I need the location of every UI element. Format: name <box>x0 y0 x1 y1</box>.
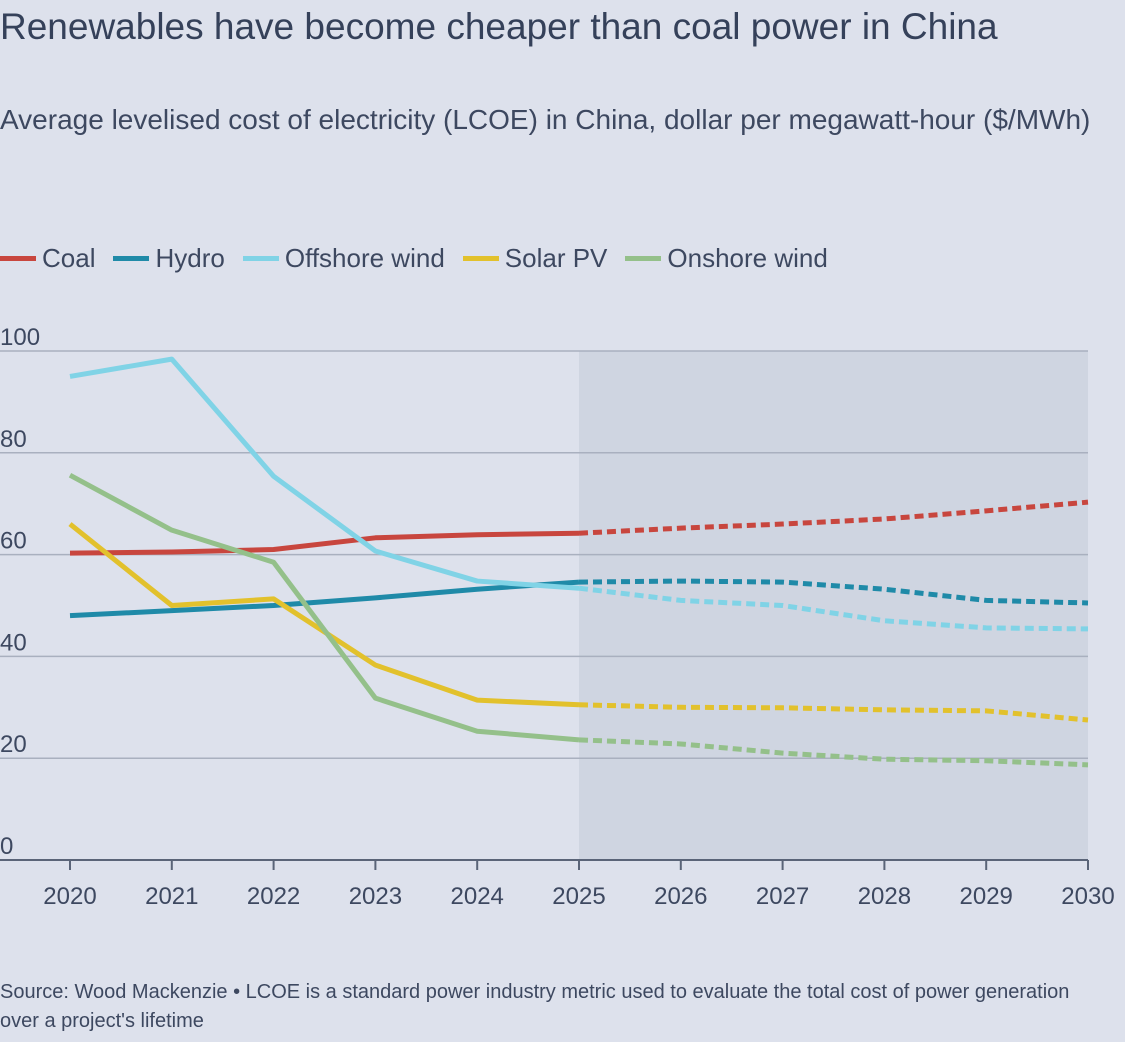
source-note: Source: Wood Mackenzie • LCOE is a stand… <box>0 981 1070 1032</box>
series-forecast-line-coal <box>578 499 1089 536</box>
series-forecast-line-hydro <box>578 578 1089 606</box>
x-tick-label: 2021 <box>145 883 198 910</box>
chart-plot: 0 20 40 60 80 100 2020 2021 2022 2023 2024 2025 2026… <box>0 324 1115 910</box>
forecast-shading <box>579 351 1088 860</box>
x-tick-label: 2029 <box>960 883 1013 910</box>
legend-item: Solar PV <box>462 243 608 274</box>
y-tick-label: 80 <box>0 426 27 453</box>
legend-label: Onshore wind <box>667 243 828 273</box>
series-forecast-line-onshore-wind <box>578 737 1089 768</box>
legend-swatch <box>0 256 36 261</box>
series-line-hydro <box>69 579 580 619</box>
series-forecast-line-offshore-wind <box>578 585 1089 632</box>
legend-swatch <box>113 256 150 261</box>
x-tick-label: 2028 <box>858 883 911 910</box>
x-tick-label: 2026 <box>654 883 707 910</box>
legend: Coal Hydro Offshore wind Solar PV Onshore wi… <box>0 243 828 274</box>
legend-label: Offshore wind <box>284 243 445 273</box>
x-tick-label: 2020 <box>43 883 96 910</box>
chart-title: Renewables have become cheaper than coal… <box>0 6 998 47</box>
legend-swatch <box>462 256 499 261</box>
legend-item: Offshore wind <box>242 243 445 274</box>
y-tick-label: 60 <box>0 528 27 555</box>
chart-subtitle: Average levelised cost of electricity (L… <box>0 104 1091 135</box>
legend-item: Coal <box>0 243 95 274</box>
x-tick-label: 2024 <box>451 883 504 910</box>
x-tick-label: 2025 <box>552 883 605 910</box>
legend-swatch <box>242 256 279 261</box>
x-tick-label: 2023 <box>349 883 402 910</box>
series-line-offshore-wind <box>69 356 580 591</box>
x-tick-label: 2030 <box>1061 883 1114 910</box>
y-tick-label: 0 <box>0 833 13 860</box>
legend-label: Solar PV <box>504 243 608 273</box>
y-tick-label: 40 <box>0 629 27 656</box>
legend-item: Hydro <box>113 243 225 274</box>
x-tick-label: 2027 <box>756 883 809 910</box>
legend-item: Onshore wind <box>625 243 828 274</box>
series-forecast-line-solar-pv <box>578 702 1089 723</box>
series-line-coal <box>69 530 580 556</box>
series-line-onshore-wind <box>68 472 580 743</box>
y-tick-label: 100 <box>0 324 40 351</box>
legend-label: Hydro <box>155 243 225 273</box>
y-tick-label: 20 <box>0 731 27 758</box>
x-tick-label: 2022 <box>247 883 300 910</box>
legend-label: Coal <box>42 243 96 273</box>
legend-swatch <box>625 256 662 261</box>
